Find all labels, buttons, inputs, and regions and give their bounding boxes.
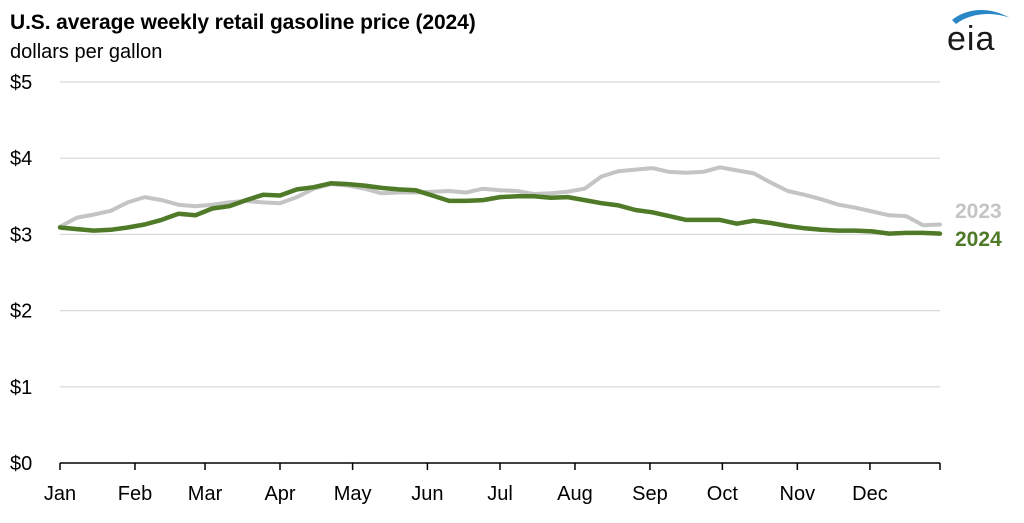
x-tick-label: Sep: [632, 483, 668, 505]
y-tick-label: $3: [10, 224, 32, 246]
x-tick-label: Jun: [411, 483, 443, 505]
x-tick-label: Jan: [44, 483, 76, 505]
series-layer: [57, 165, 943, 236]
chart-subtitle: dollars per gallon: [10, 41, 163, 63]
series-line-2024: [57, 181, 943, 236]
axis-layer: $0 $1 $2 $3 $4 $5 Jan Feb Mar Apr May Jun Jul Aug Sep O…: [10, 72, 941, 505]
x-tick-label: Jul: [487, 483, 513, 505]
y-tick-label: $2: [10, 301, 32, 323]
grid-layer: [60, 81, 940, 388]
y-tick-label: $5: [10, 72, 32, 94]
x-tick-label: Oct: [707, 483, 739, 505]
y-tick-label: $0: [10, 453, 32, 475]
x-tick-label: Mar: [188, 483, 223, 505]
x-tick-label: Dec: [852, 483, 888, 505]
series-label-2023: 2023: [955, 200, 1002, 223]
chart-title: U.S. average weekly retail gasoline pric…: [10, 11, 476, 34]
x-tick-label: Feb: [118, 483, 152, 505]
x-tick-label: Aug: [557, 483, 593, 505]
label-layer: 2023 2024: [955, 200, 1002, 251]
x-tick-label: Nov: [780, 483, 816, 505]
x-tick-label: Apr: [264, 483, 295, 505]
series-line-2023: [58, 165, 942, 229]
x-tick-label: May: [334, 483, 372, 505]
series-label-2024: 2024: [955, 228, 1002, 251]
eia-logo: eia: [944, 6, 1014, 58]
eia-logo-text: eia: [947, 20, 996, 58]
y-tick-label: $1: [10, 377, 32, 399]
eia-logo-swoosh-icon: [952, 9, 1010, 24]
y-tick-label: $4: [10, 148, 32, 170]
